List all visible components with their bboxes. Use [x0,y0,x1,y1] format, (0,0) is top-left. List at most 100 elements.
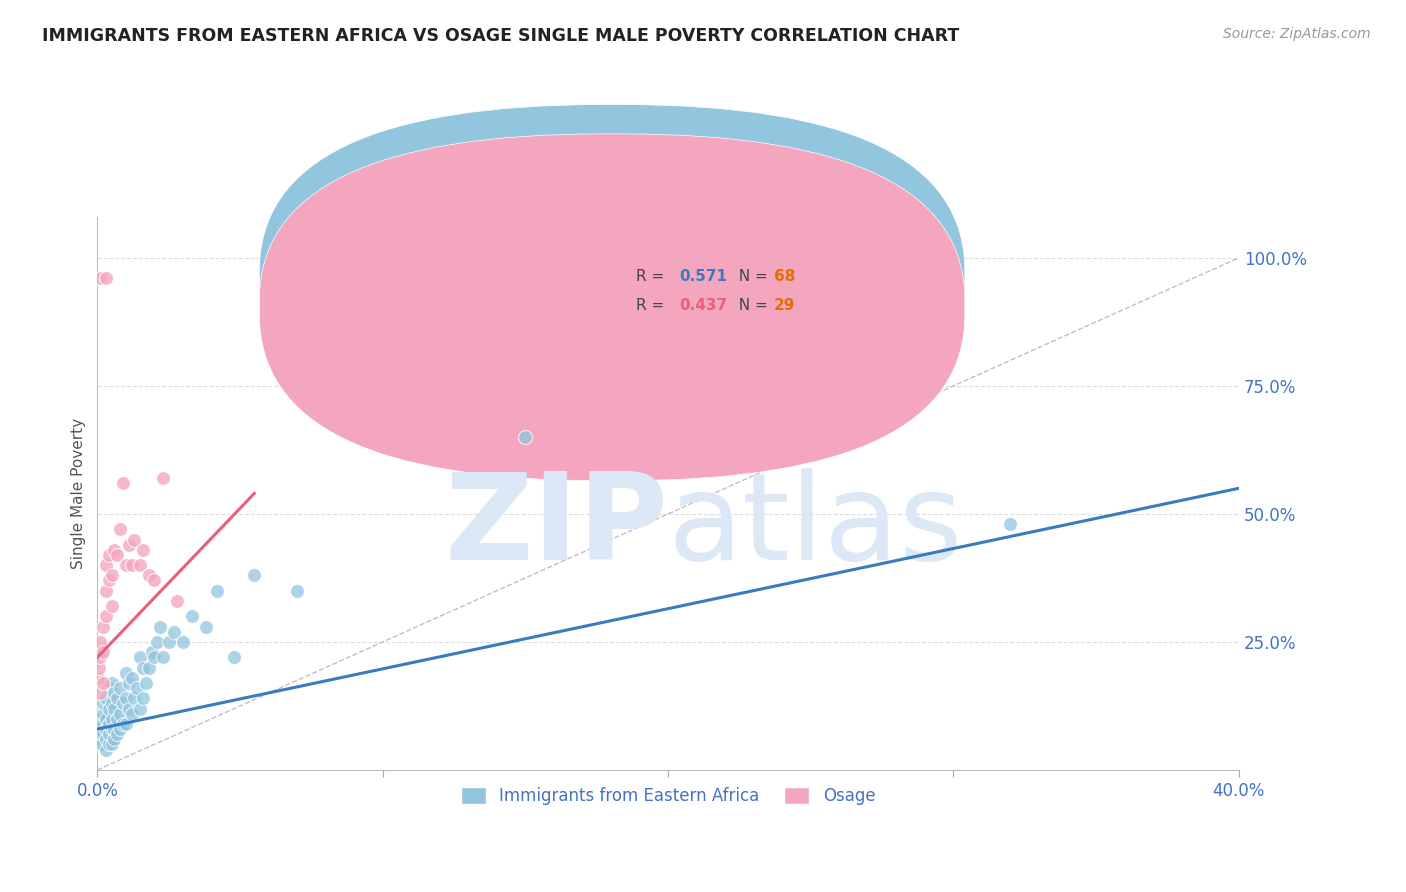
Point [129,650,152,665]
Point [172,635,194,649]
Point [121,558,143,573]
Point [100,722,122,736]
Point [205,583,228,598]
Point [115,665,138,680]
Point [94,732,117,747]
Point [115,717,138,731]
Point [121,671,143,685]
Point [100,676,122,690]
Text: 29: 29 [775,298,796,313]
Point [91,717,114,731]
Point [138,660,160,674]
Point [97,717,120,731]
FancyBboxPatch shape [260,134,965,481]
Point [100,568,122,582]
Text: 68: 68 [775,268,796,284]
Point [89,650,111,665]
Point [135,676,157,690]
Point [94,722,117,736]
Point [94,742,117,756]
Text: R =: R = [636,268,669,284]
Point [146,635,169,649]
Point [124,533,146,547]
Point [108,722,131,736]
Point [224,650,246,665]
Text: N =: N = [728,268,772,284]
Point [108,706,131,721]
Point [152,471,174,485]
Point [89,732,111,747]
Point [132,691,155,706]
Point [103,732,125,747]
Point [100,712,122,726]
Point [163,624,186,639]
Point [124,691,146,706]
Point [105,691,128,706]
Legend: Immigrants from Eastern Africa, Osage: Immigrants from Eastern Africa, Osage [454,780,882,812]
Point [118,701,141,715]
Point [149,619,172,633]
Text: N =: N = [728,298,772,313]
Point [87,660,110,674]
Point [118,676,141,690]
Text: atlas: atlas [668,468,963,585]
Point [87,738,110,752]
Point [100,599,122,613]
Point [91,697,114,711]
Text: IMMIGRANTS FROM EASTERN AFRICA VS OSAGE SINGLE MALE POVERTY CORRELATION CHART: IMMIGRANTS FROM EASTERN AFRICA VS OSAGE … [42,27,959,45]
Text: 0.571: 0.571 [679,268,727,284]
Y-axis label: Single Male Poverty: Single Male Poverty [72,417,86,569]
Point [194,619,217,633]
Point [103,686,125,700]
Point [129,701,152,715]
Point [105,712,128,726]
Point [143,650,166,665]
Point [112,697,135,711]
Point [143,574,166,588]
Point [97,548,120,562]
Point [157,635,180,649]
Point [100,738,122,752]
Point [97,574,120,588]
Point [103,701,125,715]
Point [115,558,138,573]
Text: Source: ZipAtlas.com: Source: ZipAtlas.com [1223,27,1371,41]
Point [91,706,114,721]
Point [115,691,138,706]
Point [152,650,174,665]
Point [97,681,120,695]
Point [118,538,141,552]
Point [108,522,131,536]
Point [94,271,117,285]
Point [94,691,117,706]
Point [132,660,155,674]
Point [121,706,143,721]
Point [94,558,117,573]
Point [97,738,120,752]
Point [285,583,308,598]
Point [91,645,114,659]
Point [91,676,114,690]
Point [138,568,160,582]
Point [100,697,122,711]
Point [129,558,152,573]
Point [91,619,114,633]
Point [97,727,120,741]
Point [89,727,111,741]
Point [108,681,131,695]
Point [105,548,128,562]
Point [94,583,117,598]
Point [89,635,111,649]
Point [243,568,266,582]
Point [166,594,188,608]
Point [103,722,125,736]
Point [90,738,112,752]
Point [180,609,202,624]
Text: ZIP: ZIP [444,468,668,585]
Point [112,717,135,731]
Point [91,727,114,741]
FancyBboxPatch shape [576,250,828,333]
Point [89,271,111,285]
Point [89,686,111,700]
Point [103,542,125,557]
